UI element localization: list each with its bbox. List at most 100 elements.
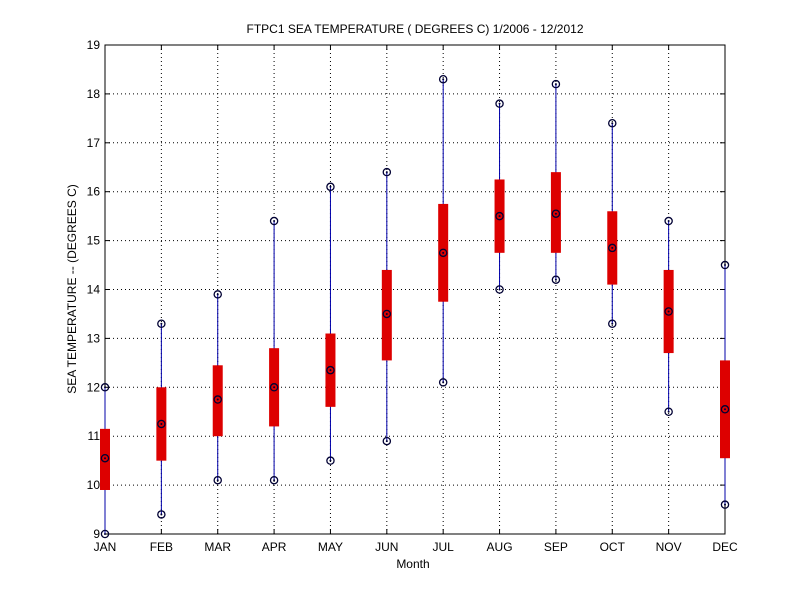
median-marker <box>551 209 561 218</box>
x-tick-label: DEC <box>712 540 738 554</box>
median-marker <box>608 243 617 253</box>
x-tick-label: SEP <box>544 540 568 554</box>
min-marker-dot <box>442 381 445 384</box>
x-tick-label: AUG <box>487 540 513 554</box>
min-marker <box>326 456 335 465</box>
y-tick-label: 19 <box>87 38 101 52</box>
median-marker-dot <box>611 246 614 249</box>
median-marker <box>664 307 673 316</box>
max-marker-dot <box>385 171 388 174</box>
median-marker <box>495 211 504 221</box>
max-marker <box>100 383 110 392</box>
y-tick-label: 10 <box>87 478 101 492</box>
median-marker <box>382 309 392 319</box>
box-aug <box>494 99 505 294</box>
y-tick-label: 12 <box>87 380 101 394</box>
max-marker-dot <box>667 220 670 223</box>
min-marker <box>100 529 110 539</box>
max-marker-dot <box>329 185 332 188</box>
max-marker <box>326 182 335 192</box>
min-marker-dot <box>554 278 557 281</box>
box-oct <box>607 118 618 328</box>
max-marker <box>157 319 166 328</box>
y-axis-label: SEA TEMPERATURE -- (DEGREES C) <box>65 184 79 394</box>
min-marker <box>551 275 561 284</box>
min-marker <box>213 475 222 485</box>
x-tick-label: MAR <box>204 540 231 554</box>
max-marker-dot <box>273 220 276 223</box>
x-axis-label: Month <box>396 557 429 571</box>
median-marker-dot <box>385 312 388 315</box>
median-marker <box>438 248 448 258</box>
median-marker <box>326 365 335 375</box>
max-marker-dot <box>104 386 106 389</box>
min-marker-dot <box>160 513 163 516</box>
y-tick-label: 13 <box>87 331 101 345</box>
max-marker <box>495 99 504 108</box>
median-marker-dot <box>498 215 501 218</box>
x-tick-label: APR <box>262 540 287 554</box>
x-tick-label: NOV <box>656 540 682 554</box>
min-marker <box>608 319 617 328</box>
median-marker-dot <box>216 398 219 401</box>
max-marker-dot <box>498 102 501 105</box>
min-marker <box>438 378 448 387</box>
x-tick-label: JUN <box>375 540 398 554</box>
y-tick-label: 18 <box>87 87 101 101</box>
box-iqr <box>381 269 392 361</box>
max-marker-dot <box>554 83 557 86</box>
min-marker <box>664 407 673 416</box>
min-marker-dot <box>385 440 388 443</box>
max-marker <box>213 290 222 299</box>
box-jan <box>100 383 110 539</box>
y-axis: 9 10 11 12 13 14 15 16 17 18 19 <box>87 38 725 541</box>
median-marker-dot <box>329 369 332 372</box>
box-iqr <box>100 428 110 490</box>
max-marker <box>269 216 279 226</box>
min-marker-dot <box>329 459 332 462</box>
boxplot-series <box>100 74 730 539</box>
x-axis: JAN FEB MAR APR MAY JUN JUL AUG SEP OCT NOV DEC <box>94 45 738 554</box>
median-marker <box>100 453 110 463</box>
grid <box>105 45 725 534</box>
max-marker <box>382 167 392 177</box>
median-marker-dot <box>724 408 726 411</box>
box-apr <box>269 216 280 485</box>
x-tick-label: MAY <box>318 540 343 554</box>
median-marker <box>157 419 166 429</box>
box-jun <box>381 167 392 446</box>
box-nov <box>663 216 674 416</box>
median-marker-dot <box>667 310 670 313</box>
max-marker <box>720 260 730 270</box>
y-tick-label: 14 <box>87 283 101 297</box>
min-marker <box>720 500 730 509</box>
median-marker-dot <box>442 251 445 254</box>
max-marker-dot <box>442 78 445 81</box>
median-marker <box>213 395 222 404</box>
max-marker <box>608 118 617 128</box>
box-may <box>325 182 336 465</box>
x-tick-label: JUL <box>433 540 455 554</box>
min-marker-dot <box>667 410 670 413</box>
min-marker-dot <box>724 503 726 506</box>
y-tick-label: 9 <box>93 527 100 541</box>
median-marker-dot <box>554 212 557 215</box>
min-marker <box>495 285 504 294</box>
y-tick-label: 15 <box>87 234 101 248</box>
y-tick-label: 17 <box>87 136 101 150</box>
median-marker-dot <box>104 457 106 460</box>
y-tick-label: 16 <box>87 185 101 199</box>
box-jul <box>438 74 449 387</box>
box-iqr <box>550 172 561 253</box>
box-dec <box>720 260 730 509</box>
median-marker <box>269 383 279 392</box>
x-tick-label: FEB <box>150 540 173 554</box>
median-marker-dot <box>160 422 163 425</box>
min-marker <box>269 475 279 485</box>
median-marker-dot <box>273 386 276 389</box>
chart-title: FTPC1 SEA TEMPERATURE ( DEGREES C) 1/200… <box>246 22 583 36</box>
median-marker <box>720 405 730 414</box>
box-mar <box>212 290 223 485</box>
max-marker <box>664 216 673 226</box>
